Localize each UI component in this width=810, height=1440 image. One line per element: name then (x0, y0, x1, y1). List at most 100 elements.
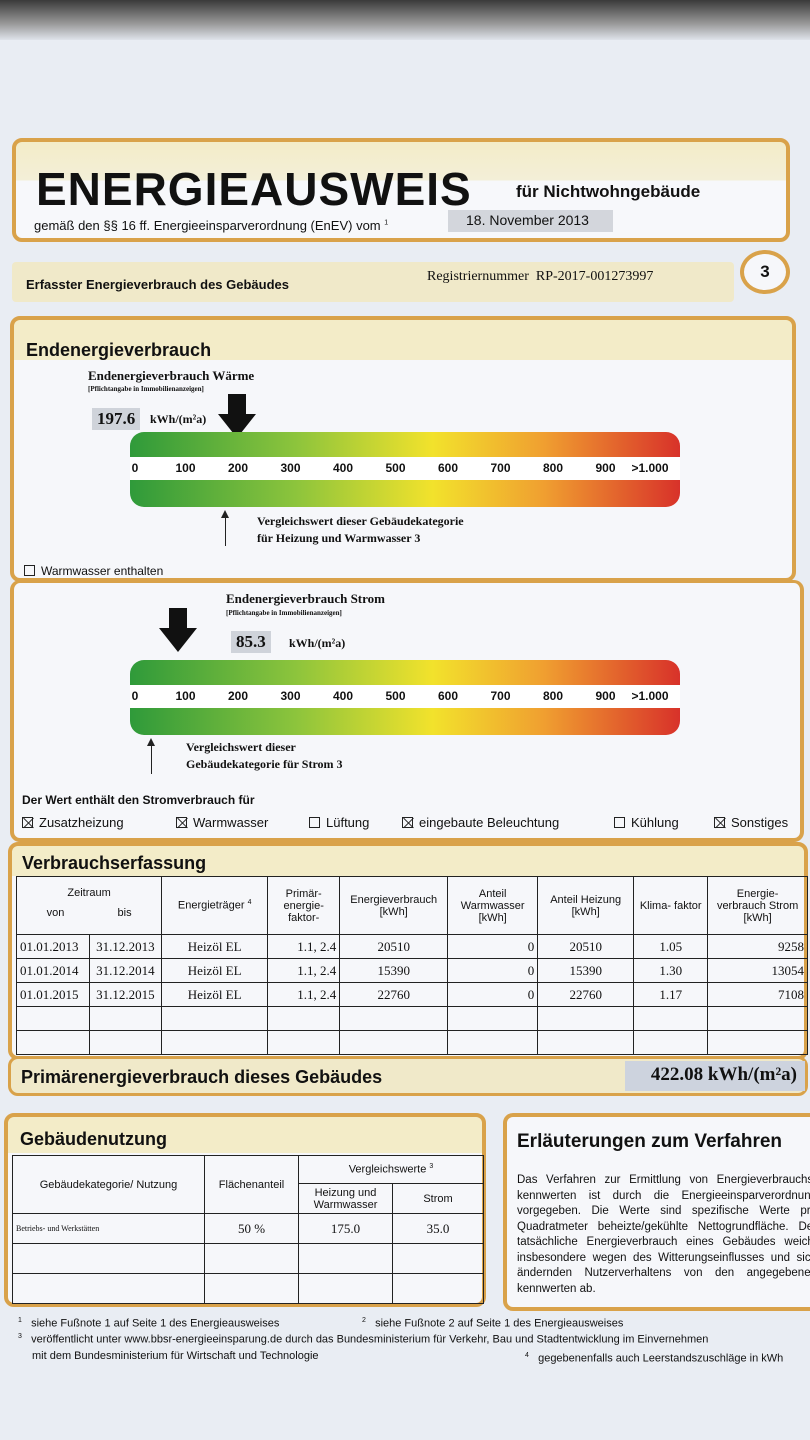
verbrauch-table: Zeitraum von bis Energieträger 4 Primär- e… (15, 876, 808, 1055)
table-cell (707, 1030, 808, 1055)
table-cell: 1.1, 2.4 (267, 982, 341, 1007)
primaer-value: 422.08 kWh/(m²a) (625, 1061, 805, 1091)
checkbox-icon[interactable] (22, 817, 33, 828)
table-cell: 15390 (537, 958, 635, 983)
table-cell: 1.05 (633, 934, 709, 959)
checkbox-icon[interactable] (176, 817, 187, 828)
endenergie-section: Endenergieverbrauch Endenergieverbrauch … (10, 316, 796, 582)
includes-checkbox-item[interactable]: Zusatzheizung (22, 815, 124, 830)
checkbox-label: Zusatzheizung (39, 815, 124, 830)
section-label: Erfasster Energieverbrauch des Gebäudes (26, 277, 290, 292)
header-flaeche: Flächenanteil (204, 1155, 299, 1214)
table-cell (633, 1006, 709, 1031)
table-cell: 0 (447, 958, 539, 983)
scale-tick: 500 (385, 689, 406, 703)
section-bar: Erfasster Energieverbrauch des Gebäudes … (12, 262, 734, 302)
scale-tick: 100 (175, 689, 196, 703)
strom-note: [Pflichtangabe in Immobilienanzeigen] (226, 609, 342, 617)
table-cell: 20510 (537, 934, 635, 959)
scale-tick: 300 (280, 461, 301, 475)
strom-label: Endenergieverbrauch Strom (226, 591, 385, 606)
nutzung-section: Gebäudenutzung Gebäudekategorie/ Nutzung… (4, 1113, 486, 1307)
strom-compare-arrow-icon (147, 738, 156, 774)
checkbox-icon[interactable] (309, 817, 320, 828)
erlaeuterungen-text: Das Verfahren zur Ermittlung von Energie… (517, 1174, 810, 1295)
document-title: ENERGIEAUSWEIS (36, 163, 472, 215)
includes-checkbox-item[interactable]: eingebaute Beleuchtung (402, 815, 559, 830)
table-cell: 1.1, 2.4 (267, 934, 341, 959)
table-row (12, 1243, 484, 1274)
header-heizung: Heizung und Warmwasser (298, 1183, 393, 1214)
table-row: 01.01.2013 31.12.2013 Heizöl EL 1.1, 2.4 205… (16, 934, 808, 959)
scale-tick: >1.000 (631, 689, 669, 703)
primaer-label: Primärenergieverbrauch dieses Gebäudes (21, 1067, 383, 1087)
checkbox-icon[interactable] (614, 817, 625, 828)
enev-date: 18. November 2013 (448, 210, 613, 232)
table-cell: 0 (447, 982, 539, 1007)
header-faktor: Primär- energie- faktor- (267, 876, 341, 935)
document-header: ENERGIEAUSWEIS für Nichtwohngebäude gemä… (12, 138, 790, 242)
table-header-row: Zeitraum von bis Energieträger 4 Primär- e… (15, 876, 808, 935)
table-cell (339, 1030, 449, 1055)
table-row (16, 1030, 808, 1055)
footnote-3-cont: mit dem Bundesministerium für Wirtschaft… (32, 1350, 319, 1362)
checkbox-label: eingebaute Beleuchtung (419, 815, 560, 830)
includes-checkbox-item[interactable]: Sonstiges (714, 815, 788, 830)
warmwasser-checkbox[interactable]: Warmwasser enthalten (24, 564, 163, 578)
table-cell (16, 1030, 90, 1055)
section-title: Erläuterungen zum Verfahren (517, 1131, 783, 1152)
scale-tick: >1.000 (631, 461, 669, 475)
scale-tick: 500 (385, 461, 406, 475)
table-cell (161, 1006, 269, 1031)
photo-background-edge (0, 0, 810, 40)
cell: 175.0 (298, 1213, 393, 1244)
table-cell (88, 1030, 163, 1055)
cell: Betriebs- und Werkstätten (12, 1213, 205, 1244)
table-cell: Heizöl EL (161, 982, 269, 1007)
table-cell (339, 1006, 449, 1031)
scale-tick: 200 (227, 461, 249, 475)
checkbox-icon[interactable] (24, 565, 35, 576)
header-strom: Energie- verbrauch Strom [kWh] (707, 876, 808, 935)
includes-checkbox-item[interactable]: Kühlung (614, 815, 679, 830)
table-cell: 22760 (339, 982, 449, 1007)
scale-tick: 600 (437, 689, 459, 703)
nutzung-table: Gebäudekategorie/ Nutzung Flächenanteil Ve… (12, 1155, 484, 1304)
table-row: 01.01.2014 31.12.2014 Heizöl EL 1.1, 2.4 153… (16, 958, 808, 983)
table-cell: 31.12.2015 (88, 982, 163, 1007)
scale-tick: 700 (490, 461, 511, 475)
verbrauch-section: Verbrauchserfassung Zeitraum von bis Energ… (8, 842, 808, 1060)
checkbox-label: Kühlung (631, 815, 679, 830)
table-cell (16, 1006, 90, 1031)
table-cell: 31.12.2014 (88, 958, 163, 983)
scale-tick: 400 (332, 689, 354, 703)
strom-section: Endenergieverbrauch Strom [Pflichtangabe… (10, 580, 804, 842)
strom-unit: kWh/(m²a) (289, 636, 346, 650)
table-cell (537, 1030, 635, 1055)
header-zeitraum: Zeitraum von bis (15, 876, 163, 935)
cell: 50 % (204, 1213, 299, 1244)
heat-value: 197.6 (92, 408, 141, 430)
scale-tick: 300 (280, 689, 301, 703)
scale-tick: 200 (227, 689, 249, 703)
scale-tick: 800 (542, 461, 564, 475)
checkbox-icon[interactable] (714, 817, 725, 828)
header-traeger: Energieträger 4 (161, 876, 269, 935)
table-cell (267, 1030, 341, 1055)
table-cell: 22760 (537, 982, 635, 1007)
includes-checkbox-item[interactable]: Lüftung (309, 815, 369, 830)
table-cell (447, 1030, 539, 1055)
table-cell: 31.12.2013 (88, 934, 163, 959)
heat-scale-bar: 0 100 200 300 400 500 600 700 800 900 >1.000 (130, 432, 680, 507)
erlaeuterungen-section: Erläuterungen zum Verfahren Das Verfahre… (503, 1113, 810, 1311)
includes-checkbox-item[interactable]: Warmwasser (176, 815, 268, 830)
checkbox-icon[interactable] (402, 817, 413, 828)
table-cell: 9258 (707, 934, 808, 959)
scale-tick: 900 (595, 689, 616, 703)
table-cell: 1.1, 2.4 (267, 958, 341, 983)
table-cell (537, 1006, 635, 1031)
cell: 35.0 (392, 1213, 484, 1244)
table-cell (161, 1030, 269, 1055)
section-title: Gebäudenutzung (20, 1129, 167, 1149)
table-cell: 15390 (339, 958, 449, 983)
